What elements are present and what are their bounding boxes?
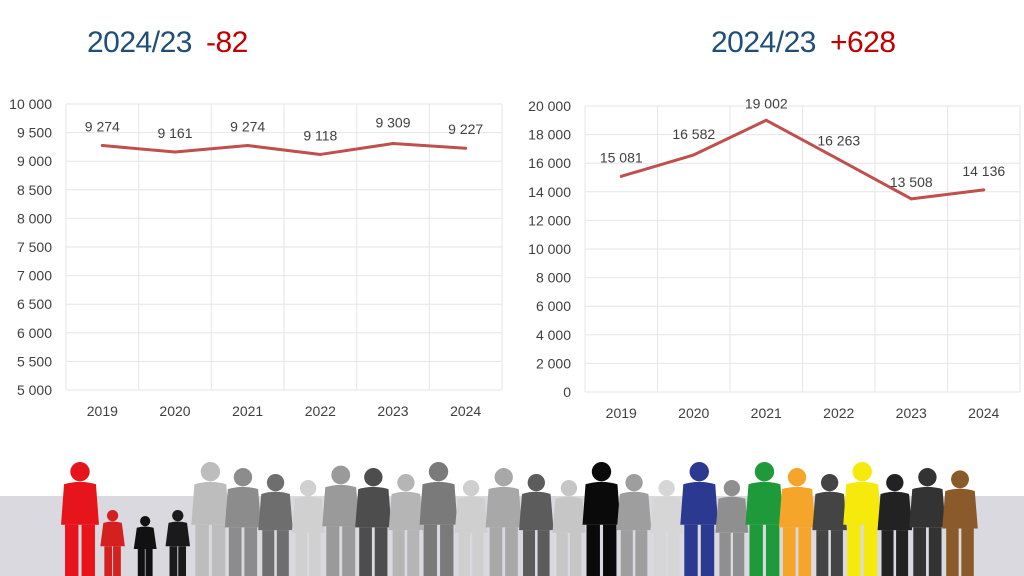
person-silhouette bbox=[582, 462, 621, 576]
person-silhouette bbox=[680, 462, 719, 576]
person-silhouette bbox=[191, 462, 230, 576]
y-tick-label: 7 000 bbox=[17, 268, 52, 284]
person-silhouette bbox=[745, 462, 784, 576]
person-silhouette bbox=[100, 510, 125, 576]
data-label: 15 081 bbox=[600, 149, 643, 165]
person-silhouette bbox=[165, 510, 191, 576]
person-silhouette bbox=[419, 462, 458, 576]
y-tick-label: 9 500 bbox=[17, 125, 52, 141]
y-tick-label: 4 000 bbox=[536, 327, 571, 343]
person-silhouette bbox=[291, 480, 325, 576]
person-silhouette bbox=[61, 462, 99, 576]
y-tick-label: 20 000 bbox=[528, 98, 571, 114]
y-tick-label: 2 000 bbox=[536, 355, 571, 371]
x-tick-label: 2020 bbox=[159, 403, 190, 419]
x-tick-label: 2022 bbox=[305, 403, 336, 419]
person-silhouette bbox=[942, 470, 978, 576]
data-label: 14 136 bbox=[962, 163, 1005, 179]
data-point bbox=[173, 150, 177, 154]
data-label: 9 161 bbox=[157, 125, 192, 141]
y-tick-label: 12 000 bbox=[528, 212, 571, 228]
person-silhouette bbox=[843, 462, 882, 576]
person-silhouette bbox=[877, 474, 913, 576]
x-tick-label: 2019 bbox=[87, 403, 118, 419]
person-silhouette bbox=[616, 474, 652, 576]
person-silhouette bbox=[454, 480, 488, 576]
data-point bbox=[246, 144, 250, 148]
y-tick-label: 7 500 bbox=[17, 239, 52, 255]
x-tick-label: 2024 bbox=[450, 403, 481, 419]
y-tick-label: 10 000 bbox=[9, 96, 52, 112]
data-label: 9 309 bbox=[375, 115, 410, 131]
y-tick-label: 14 000 bbox=[528, 184, 571, 200]
data-label: 9 274 bbox=[85, 119, 120, 135]
data-point bbox=[318, 152, 322, 156]
x-tick-label: 2023 bbox=[377, 403, 408, 419]
y-tick-label: 10 000 bbox=[528, 241, 571, 257]
y-tick-label: 18 000 bbox=[528, 127, 571, 143]
x-tick-label: 2020 bbox=[678, 405, 709, 421]
right-line-chart: 0 2 000 4 000 6 000 8 000 10 000 12 000 14 000 1… bbox=[528, 95, 1021, 421]
x-tick-label: 2019 bbox=[606, 405, 637, 421]
person-silhouette bbox=[388, 474, 424, 576]
person-silhouette bbox=[485, 468, 522, 576]
person-silhouette bbox=[519, 474, 554, 576]
right-heading-period: 2024/23 bbox=[711, 26, 816, 59]
data-label: 19 002 bbox=[745, 95, 788, 111]
y-tick-label: 8 000 bbox=[17, 210, 52, 226]
data-label: 9 118 bbox=[303, 127, 337, 143]
right-heading: 2024/23 +628 bbox=[711, 26, 896, 60]
y-tick-label: 9 000 bbox=[17, 153, 52, 169]
y-tick-label: 6 500 bbox=[17, 296, 52, 312]
data-point bbox=[982, 188, 986, 192]
left-heading-period: 2024/23 bbox=[87, 26, 192, 59]
y-tick-label: 6 000 bbox=[536, 298, 571, 314]
data-label: 13 508 bbox=[890, 174, 933, 190]
x-tick-label: 2022 bbox=[823, 405, 854, 421]
left-heading-change: -82 bbox=[205, 26, 248, 59]
data-point bbox=[909, 197, 913, 201]
data-point bbox=[692, 153, 696, 157]
data-label: 9 274 bbox=[230, 119, 265, 135]
y-tick-label: 6 000 bbox=[17, 325, 52, 341]
person-silhouette bbox=[909, 468, 946, 576]
series-line bbox=[620, 118, 984, 201]
right-heading-change: +628 bbox=[829, 26, 896, 59]
person-silhouette bbox=[224, 468, 262, 576]
data-point bbox=[100, 144, 104, 148]
y-tick-label: 5 500 bbox=[17, 353, 52, 369]
person-silhouette bbox=[778, 468, 816, 576]
person-silhouette bbox=[133, 516, 157, 576]
y-tick-label: 8 000 bbox=[536, 270, 571, 286]
person-silhouette bbox=[812, 474, 847, 576]
data-point bbox=[464, 146, 468, 150]
person-silhouette bbox=[258, 474, 293, 576]
data-point bbox=[837, 157, 841, 161]
data-label: 9 227 bbox=[448, 121, 483, 137]
data-point bbox=[764, 118, 768, 122]
person-silhouette bbox=[715, 480, 749, 576]
series-line bbox=[102, 142, 466, 156]
y-tick-label: 5 000 bbox=[17, 382, 52, 398]
person-silhouette bbox=[552, 480, 586, 576]
y-tick-label: 16 000 bbox=[528, 155, 571, 171]
x-tick-label: 2024 bbox=[968, 405, 999, 421]
y-tick-label: 0 bbox=[563, 384, 571, 400]
person-silhouette bbox=[650, 480, 684, 576]
people-silhouette-icon bbox=[0, 462, 1024, 576]
x-tick-label: 2023 bbox=[896, 405, 927, 421]
data-point bbox=[391, 142, 395, 146]
x-tick-label: 2021 bbox=[232, 403, 263, 419]
x-tick-label: 2021 bbox=[751, 405, 782, 421]
left-line-chart: 5 000 5 500 6 000 6 500 7 000 7 500 8 000 8 500… bbox=[9, 96, 503, 419]
data-label: 16 582 bbox=[672, 126, 715, 142]
y-tick-label: 8 500 bbox=[17, 182, 52, 198]
data-label: 16 263 bbox=[817, 132, 860, 148]
data-point bbox=[619, 174, 623, 178]
person-silhouette bbox=[322, 465, 360, 576]
person-silhouette bbox=[355, 468, 392, 576]
left-heading: 2024/23 -82 bbox=[87, 26, 248, 60]
